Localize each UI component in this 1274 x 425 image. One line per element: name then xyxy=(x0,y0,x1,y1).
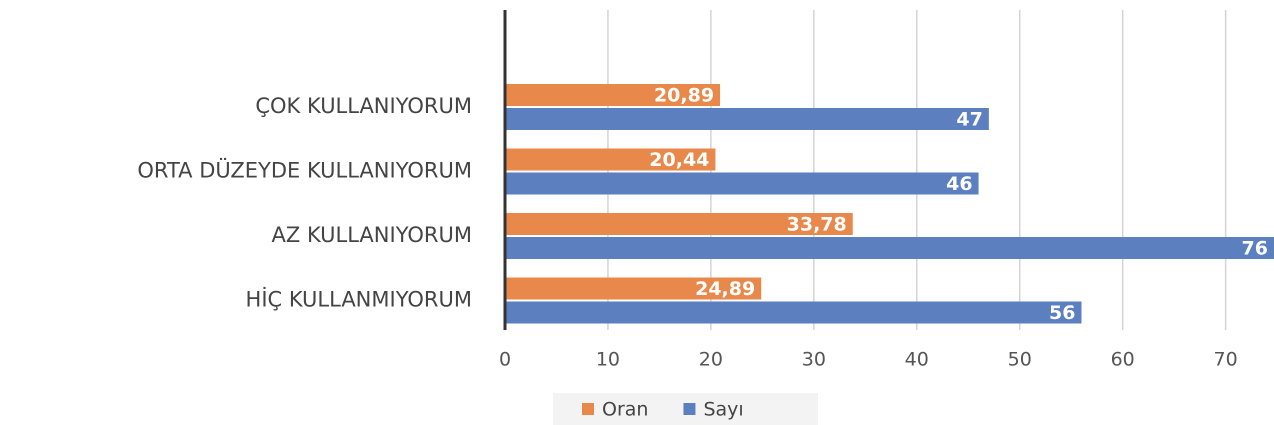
legend-swatch xyxy=(582,403,594,415)
category-label: ÇOK KULLANIYORUM xyxy=(255,94,472,118)
legend-label: Oran xyxy=(602,399,648,421)
bar xyxy=(505,84,721,106)
data-label: 33,78 xyxy=(787,214,847,236)
bar xyxy=(505,237,1274,259)
bar xyxy=(505,148,716,171)
data-label: 46 xyxy=(946,173,972,195)
x-tick-label: 70 xyxy=(1214,349,1238,371)
category-label: AZ KULLANIYORUM xyxy=(272,223,472,247)
bar xyxy=(505,213,853,235)
data-label: 20,89 xyxy=(654,85,714,107)
bar xyxy=(505,277,762,300)
category-label: ORTA DÜZEYDE KULLANIYORUM xyxy=(137,158,472,183)
x-tick-label: 50 xyxy=(1008,349,1032,371)
category-label: HİÇ KULLANMIYORUM xyxy=(246,287,472,312)
x-tick-label: 20 xyxy=(699,349,723,371)
bar xyxy=(505,301,1082,324)
bar xyxy=(505,172,979,195)
bar xyxy=(505,108,989,130)
legend-label: Sayı xyxy=(703,399,743,421)
data-label: 47 xyxy=(956,109,982,131)
data-label: 24,89 xyxy=(695,278,755,300)
data-label: 56 xyxy=(1049,302,1075,324)
x-tick-label: 40 xyxy=(905,349,929,371)
data-label: 76 xyxy=(1242,238,1268,260)
x-tick-label: 10 xyxy=(596,349,620,371)
legend-swatch xyxy=(683,403,696,415)
x-tick-label: 30 xyxy=(802,349,826,371)
data-label: 20,44 xyxy=(649,149,709,171)
x-tick-label: 0 xyxy=(499,349,511,371)
x-tick-label: 60 xyxy=(1111,349,1135,371)
